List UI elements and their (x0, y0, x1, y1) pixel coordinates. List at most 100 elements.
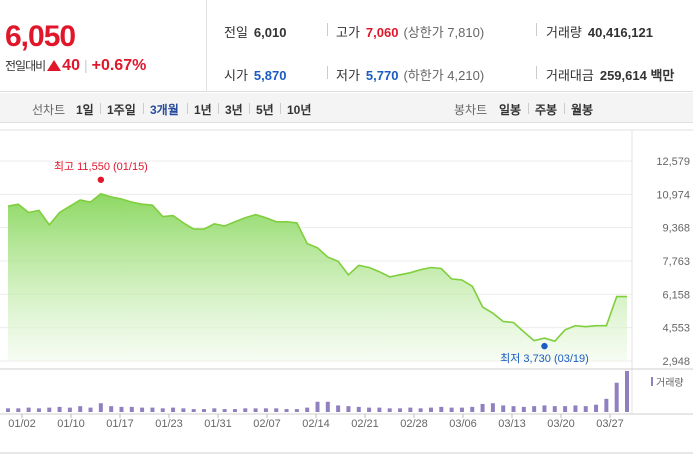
volume-bar (625, 371, 629, 412)
high-value: 7,060 (365, 25, 399, 40)
change-value: 40 (62, 57, 80, 74)
volume-value: 40,416,121 (587, 25, 653, 40)
volume-bar (408, 407, 413, 412)
tab-1y[interactable]: 1년 (194, 103, 212, 117)
tab-monthly[interactable]: 월봉 (571, 103, 594, 117)
volume-bar (274, 408, 279, 412)
volume-bar (263, 408, 268, 412)
prev-close-label: 전일 (224, 25, 248, 40)
upper-limit: (상한가 7,810) (403, 25, 485, 40)
volume-bar (284, 409, 289, 412)
volume-bar (6, 408, 10, 412)
y-tick-label: 6,158 (662, 289, 690, 301)
divider (327, 66, 328, 79)
current-price: 6,050 (5, 20, 76, 53)
volume-bar (325, 401, 330, 412)
y-tick-label: 2,948 (662, 356, 690, 368)
volume-bar (480, 403, 485, 412)
divider (536, 66, 537, 79)
tab-1w[interactable]: 1주일 (107, 103, 136, 117)
volume-bar (552, 406, 557, 412)
volume-bar (88, 407, 93, 412)
stock-summary: 6,050 전일대비 40 | +0.67% 전일 6,010 고가 7,060 (상한가 … (0, 0, 693, 92)
prev-close-value: 6,010 (253, 25, 287, 40)
tab-3y[interactable]: 3년 (225, 103, 243, 117)
y-tick-label: 10,974 (656, 189, 690, 201)
volume-bar (171, 407, 176, 412)
candle-chart-label: 봉차트 (454, 103, 488, 117)
volume-bar (67, 407, 72, 412)
volume-bar (583, 406, 588, 412)
x-tick-label: 01/02 (8, 418, 36, 430)
y-tick-label: 7,763 (662, 256, 690, 268)
volume-bar (140, 407, 145, 412)
x-axis: 01/02 01/10 01/17 01/23 01/31 02/07 02/14 02/21… (8, 414, 624, 430)
volume-bar (418, 408, 423, 412)
divider (536, 23, 537, 36)
tab-daily[interactable]: 일봉 (499, 103, 522, 117)
divider (143, 103, 144, 114)
divider: | (83, 57, 88, 73)
price-box: 6,050 전일대비 40 | +0.67% (0, 0, 207, 92)
prev-close-cell: 전일 6,010 (224, 22, 286, 41)
volume-bar (305, 407, 310, 412)
volume-bar (16, 408, 21, 412)
change-label: 전일대비 (5, 59, 46, 73)
volume-bar (470, 406, 475, 412)
tab-10y[interactable]: 10년 (287, 103, 312, 117)
low-label: 저가 (336, 68, 360, 83)
volume-bar (212, 408, 217, 412)
volume-bar (387, 408, 392, 412)
min-marker (541, 342, 548, 350)
tab-1d[interactable]: 1일 (76, 103, 94, 117)
divider (249, 103, 250, 114)
volume-bar (47, 407, 52, 412)
y-tick-label: 9,368 (662, 223, 690, 235)
volume-bar (459, 407, 464, 412)
volume-bar (563, 406, 568, 412)
min-label: 최저 3,730 (03/19) (500, 352, 589, 365)
volume-bar (367, 407, 372, 412)
amount-value: 259,614 백만 (599, 68, 675, 83)
tab-weekly[interactable]: 주봉 (535, 103, 558, 117)
volume-bar (253, 408, 258, 412)
volume-bar (490, 403, 495, 412)
volume-bar (532, 406, 537, 412)
divider (280, 103, 281, 114)
volume-bar (78, 406, 83, 412)
volume-bar (243, 408, 248, 412)
divider (100, 103, 101, 114)
volume-bar (428, 407, 433, 412)
x-tick-label: 02/28 (400, 418, 428, 430)
volume-bar (232, 409, 237, 412)
volume-bar (191, 409, 196, 412)
volume-bar (150, 407, 155, 412)
volume-bar (181, 408, 186, 412)
tab-5y[interactable]: 5년 (256, 103, 274, 117)
divider (327, 23, 328, 36)
volume-bar (294, 409, 299, 412)
amount-cell: 거래대금 259,614 백만 (546, 65, 674, 84)
low-cell: 저가 5,770 (하한가 4,210) (336, 65, 484, 84)
x-tick-label: 02/21 (351, 418, 379, 430)
markers: 최고 11,550 (01/15) 최저 3,730 (03/19) (54, 160, 589, 365)
line-chart-label: 선차트 (32, 103, 66, 117)
tab-3m[interactable]: 3개월 (150, 103, 179, 117)
change-percent: +0.67% (91, 57, 147, 74)
volume-bar (594, 404, 599, 412)
x-tick-label: 01/17 (106, 418, 134, 430)
y-tick-label: 4,553 (662, 323, 690, 335)
volume-bar (521, 406, 526, 412)
volume-bar (439, 406, 444, 412)
volume-legend: 거래량 (651, 377, 684, 389)
volume-bar (160, 408, 165, 412)
volume-bars (6, 371, 629, 412)
high-cell: 고가 7,060 (상한가 7,810) (336, 22, 484, 41)
change-row: 전일대비 40 | +0.67% (5, 57, 146, 75)
volume-bar (119, 406, 124, 412)
x-tick-label: 02/07 (253, 418, 281, 430)
volume-bar (604, 398, 609, 412)
volume-bar (573, 405, 578, 412)
y-axis: 12,579 10,974 9,368 7,763 6,158 4,553 2,948 (656, 156, 690, 368)
volume-bar (356, 406, 361, 412)
